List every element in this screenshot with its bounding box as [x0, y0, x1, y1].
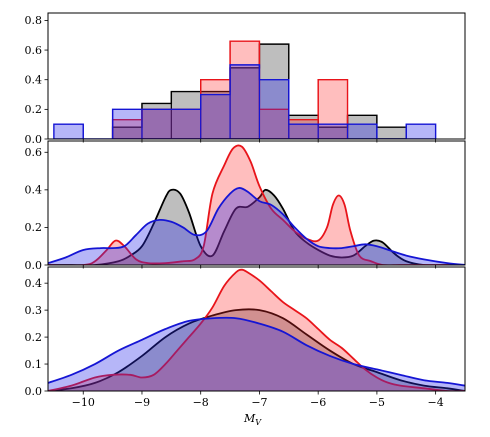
density-line-blue: [48, 187, 465, 265]
y-tick-label: 0.0: [25, 133, 43, 146]
y-tick-label: 0.2: [25, 331, 43, 344]
y-tick-label: 0.4: [25, 277, 43, 290]
density-line-red: [48, 268, 465, 391]
y-tick-label: 0.0: [25, 259, 43, 272]
x-tick-label: −10: [72, 396, 95, 409]
density-fill-red: [48, 145, 465, 265]
y-tick-label: 0.4: [25, 74, 43, 87]
y-tick-label: 0.4: [25, 184, 43, 197]
x-tick-label: −9: [134, 396, 150, 409]
plot-area: [53, 40, 437, 139]
y-tick-label: 0.3: [25, 304, 43, 317]
histogram-panel: 0.0 0.2 0.4 0.6 0.8: [25, 12, 466, 146]
y-tick-label: 0.6: [25, 146, 43, 159]
density-fill-black: [48, 309, 465, 391]
density-line-red: [48, 144, 465, 265]
y-tick-label: 0.8: [25, 14, 43, 27]
x-axis-label: MV: [243, 412, 262, 427]
density-panel-narrow: 0.0 0.2 0.4 0.6: [25, 140, 466, 272]
x-tick-label: −6: [310, 396, 326, 409]
density-fill-blue: [48, 317, 465, 391]
x-tick-label: −8: [193, 396, 209, 409]
x-tick-label: −4: [428, 396, 444, 409]
axes-frame: [47, 266, 466, 392]
density-panel-broad: 0.0 0.1 0.2 0.3 0.4: [25, 266, 466, 398]
y-tick-label: 0.6: [25, 44, 43, 57]
x-tick-label: −7: [251, 396, 267, 409]
density-line-black: [48, 308, 465, 391]
density-fill-blue: [48, 187, 465, 265]
plot-area: [48, 268, 465, 391]
x-tick-label: −5: [369, 396, 385, 409]
y-tick-label: 0.2: [25, 103, 43, 116]
y-tick-label: 0.2: [25, 221, 43, 234]
x-axis: −10 −9 −8 −7 −6 −5 −4 MV: [72, 396, 444, 427]
y-tick-label: 0.1: [25, 358, 43, 371]
axes-frame: [47, 140, 466, 266]
y-tick-label: 0.0: [25, 385, 43, 398]
density-fill-red: [48, 269, 465, 391]
axes-frame: [47, 12, 466, 140]
x-axis-label-subscript: V: [255, 418, 262, 427]
density-fill-black: [48, 189, 465, 265]
plot-area: [48, 144, 465, 265]
density-line-blue: [48, 316, 465, 387]
